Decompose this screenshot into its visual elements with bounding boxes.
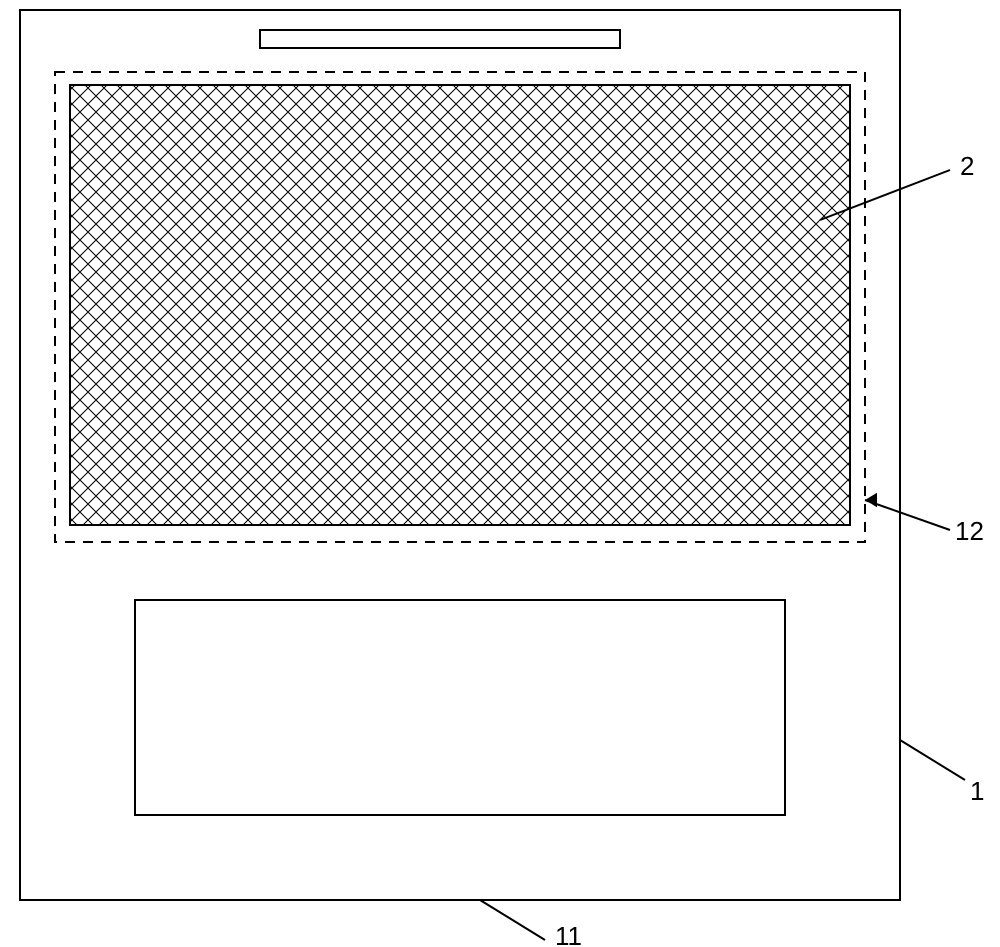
top-slot xyxy=(260,30,620,48)
callout-label: 12 xyxy=(955,516,984,546)
callout-label: 2 xyxy=(960,151,974,181)
diagram-canvas: 212111 xyxy=(0,0,1000,947)
hatched-region xyxy=(70,85,850,525)
leader-line xyxy=(865,500,950,530)
leader-line xyxy=(480,900,545,940)
lower-box xyxy=(135,600,785,815)
callout-label: 11 xyxy=(555,921,582,947)
leader-arrowhead xyxy=(865,493,877,507)
callout-label: 1 xyxy=(970,776,984,806)
leader-line xyxy=(900,740,965,780)
